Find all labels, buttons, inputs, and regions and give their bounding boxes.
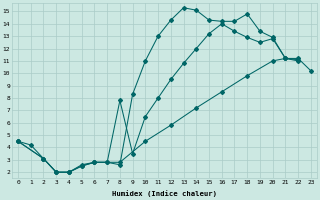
- X-axis label: Humidex (Indice chaleur): Humidex (Indice chaleur): [112, 190, 217, 197]
